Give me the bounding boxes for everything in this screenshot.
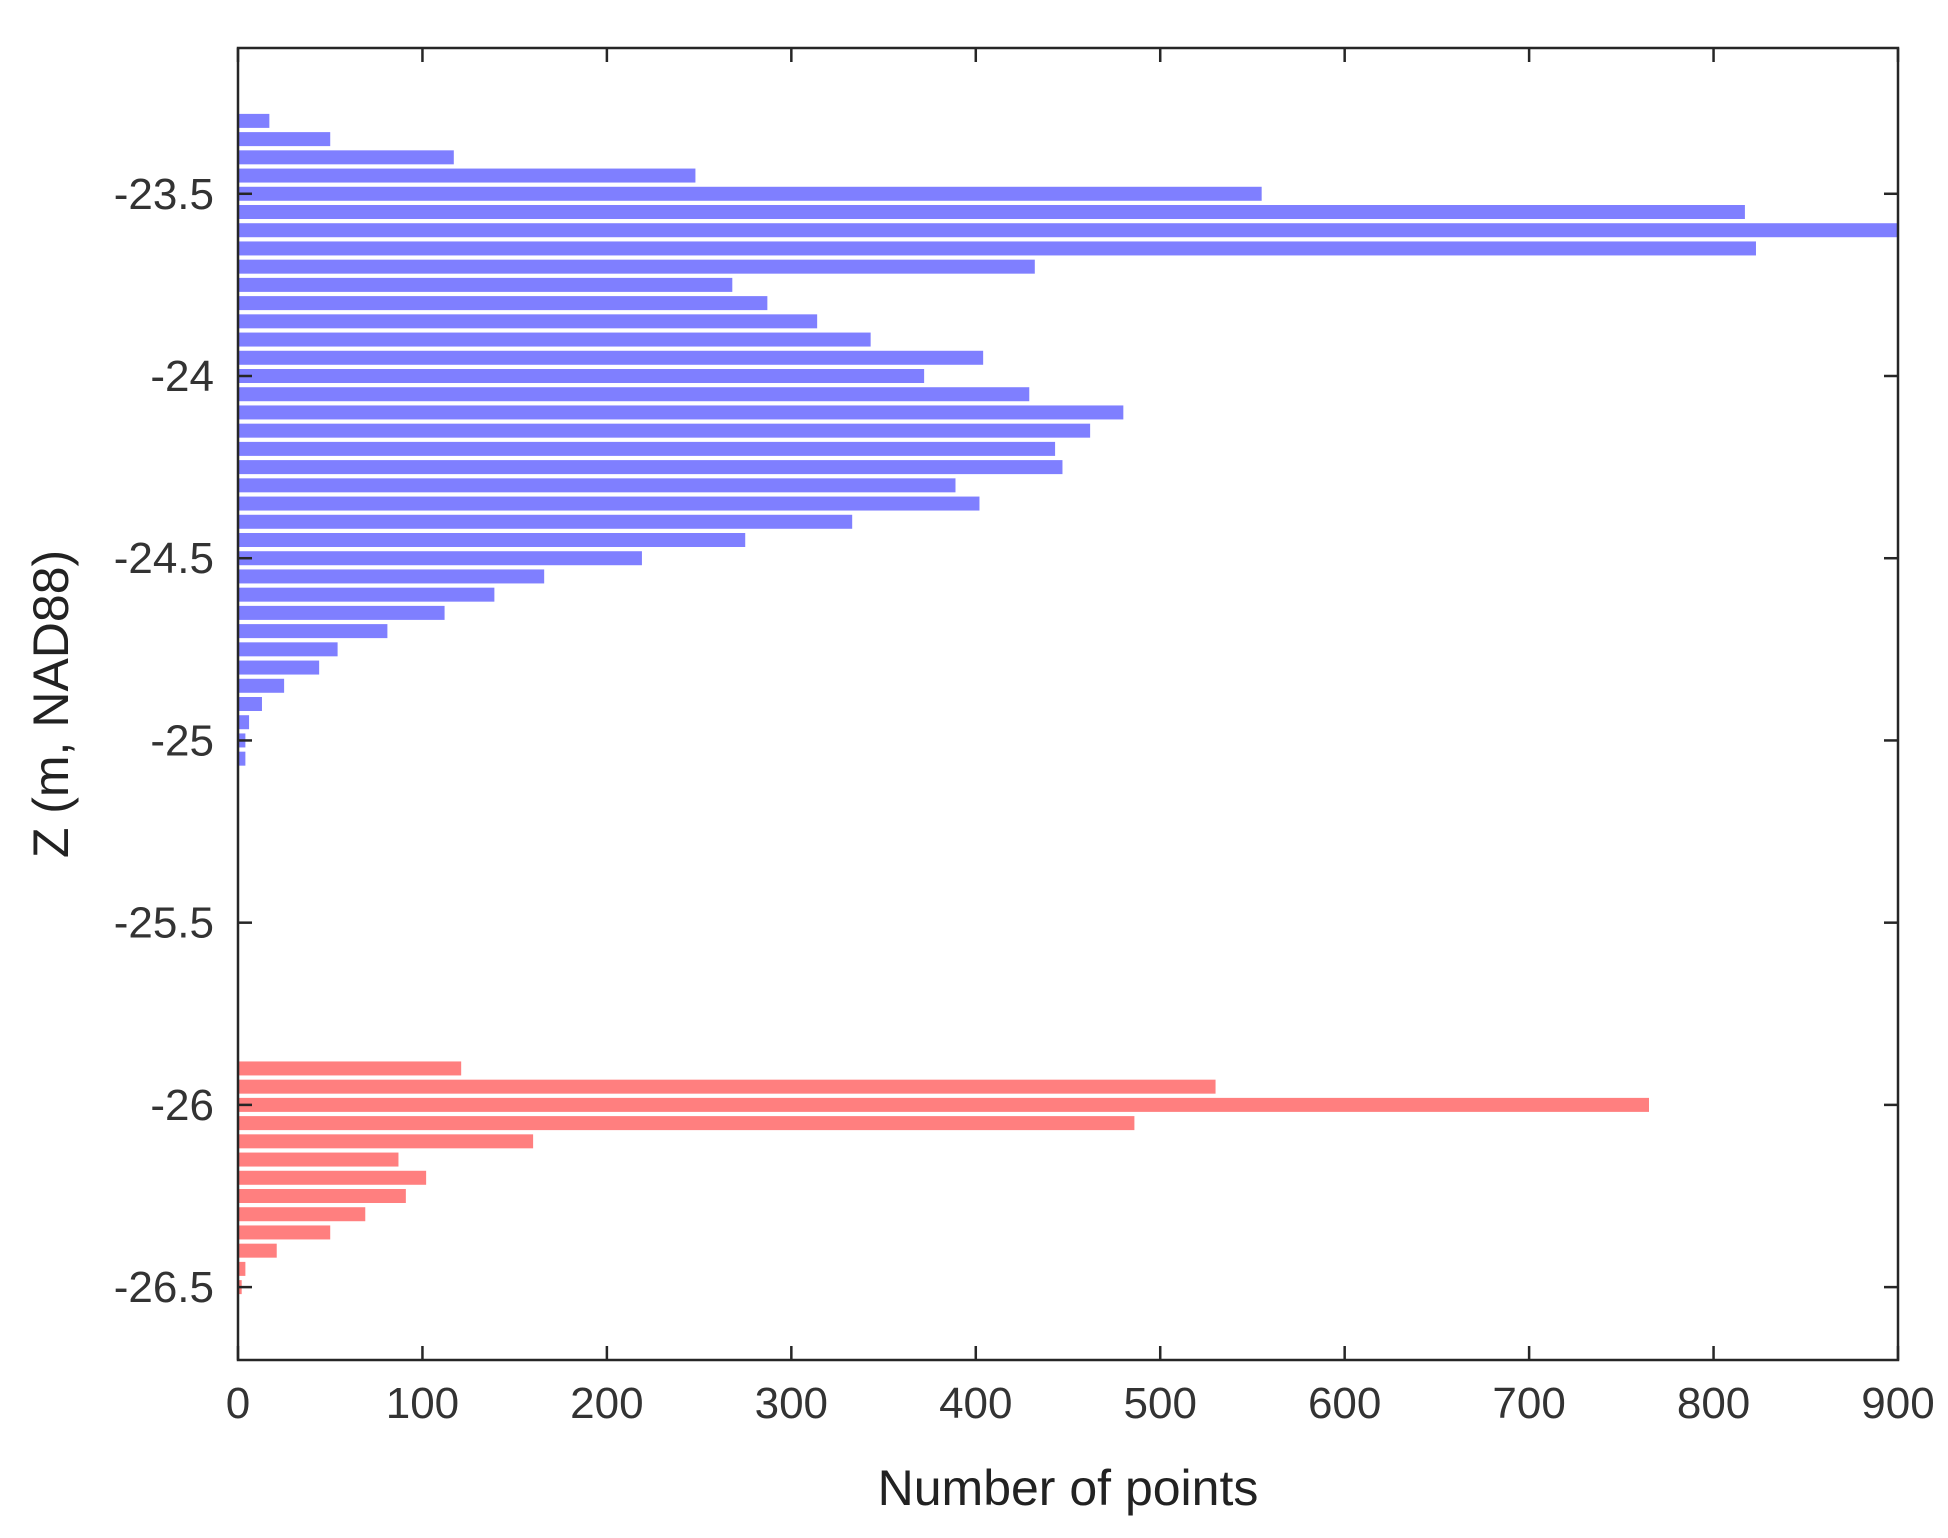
histogram-bar bbox=[238, 132, 331, 147]
histogram-bar bbox=[238, 223, 1898, 238]
histogram-bar bbox=[238, 697, 262, 711]
histogram-bar bbox=[238, 1152, 399, 1167]
histogram-bar bbox=[238, 1079, 1216, 1094]
y-tick-label: -24.5 bbox=[114, 534, 214, 583]
histogram-bar bbox=[238, 1207, 366, 1222]
x-tick-label: 200 bbox=[570, 1379, 643, 1428]
histogram-bar bbox=[238, 423, 1091, 438]
x-tick-label: 900 bbox=[1861, 1379, 1934, 1428]
histogram-bar bbox=[238, 369, 925, 383]
histogram-bar bbox=[238, 533, 746, 547]
histogram-bar bbox=[238, 751, 246, 766]
x-tick-label: 100 bbox=[386, 1379, 459, 1428]
histogram-bar bbox=[238, 1170, 427, 1185]
histogram-bar bbox=[238, 460, 1063, 475]
histogram-bar bbox=[238, 569, 545, 584]
histogram-bar bbox=[238, 277, 733, 292]
x-tick-label: 0 bbox=[226, 1379, 250, 1428]
histogram-bar bbox=[238, 1243, 277, 1258]
histogram-bar bbox=[238, 551, 642, 566]
upper-bar-group bbox=[238, 113, 1898, 766]
histogram-bar bbox=[238, 205, 1745, 219]
histogram-bar bbox=[238, 624, 388, 639]
histogram-bar bbox=[238, 405, 1124, 420]
histogram-bar bbox=[238, 186, 1262, 201]
histogram-bar bbox=[238, 1189, 406, 1203]
plot-frame bbox=[236, 46, 1900, 1362]
histogram-bar bbox=[238, 387, 1030, 402]
histogram-bar bbox=[238, 478, 956, 493]
histogram-bar bbox=[238, 1261, 246, 1276]
histogram-bar bbox=[238, 678, 285, 693]
histogram-bar bbox=[238, 113, 270, 128]
lower-bar-group bbox=[238, 1061, 1649, 1295]
y-tick-label: -25.5 bbox=[114, 899, 214, 948]
y-tick-label: -24 bbox=[150, 352, 214, 401]
x-axis-ticks: 0 100 200 300 400 500 600 700 800 900 bbox=[226, 48, 1935, 1428]
histogram-bar bbox=[238, 1061, 462, 1076]
y-tick-label: -26.5 bbox=[114, 1263, 214, 1312]
y-tick-label: -23.5 bbox=[114, 170, 214, 219]
histogram-bar bbox=[238, 150, 454, 165]
histogram-bar bbox=[238, 496, 980, 511]
y-axis-label: Z (m, NAD88) bbox=[23, 550, 79, 858]
histogram-bar bbox=[238, 642, 338, 657]
y-tick-label: -25 bbox=[150, 716, 214, 765]
histogram-bar bbox=[238, 241, 1756, 256]
histogram-bar bbox=[238, 514, 853, 529]
y-axis-ticks: -23.5 -24 -24.5 -25 -25.5 -26 -26.5 bbox=[114, 170, 1898, 1312]
x-tick-label: 300 bbox=[755, 1379, 828, 1428]
histogram-bar bbox=[238, 441, 1056, 456]
histogram-bar bbox=[238, 168, 696, 183]
histogram-bar bbox=[238, 259, 1035, 274]
histogram-bar bbox=[238, 314, 818, 329]
histogram-bar bbox=[238, 587, 495, 602]
histogram-bar bbox=[238, 350, 984, 365]
histogram-bar bbox=[238, 1225, 331, 1240]
y-tick-label: -26 bbox=[150, 1081, 214, 1130]
x-tick-label: 400 bbox=[939, 1379, 1012, 1428]
histogram-bar bbox=[238, 1134, 534, 1149]
x-tick-label: 700 bbox=[1492, 1379, 1565, 1428]
histogram-bar bbox=[238, 660, 320, 675]
histogram-bar bbox=[238, 296, 768, 311]
histogram-bar bbox=[238, 332, 871, 347]
x-axis-label: Number of points bbox=[878, 1460, 1259, 1516]
x-tick-label: 600 bbox=[1308, 1379, 1381, 1428]
x-tick-label: 800 bbox=[1677, 1379, 1750, 1428]
histogram-bar bbox=[238, 605, 445, 620]
histogram-bar bbox=[238, 1116, 1135, 1131]
histogram-bar bbox=[238, 1097, 1649, 1112]
histogram-bar bbox=[238, 715, 250, 730]
x-tick-label: 500 bbox=[1124, 1379, 1197, 1428]
